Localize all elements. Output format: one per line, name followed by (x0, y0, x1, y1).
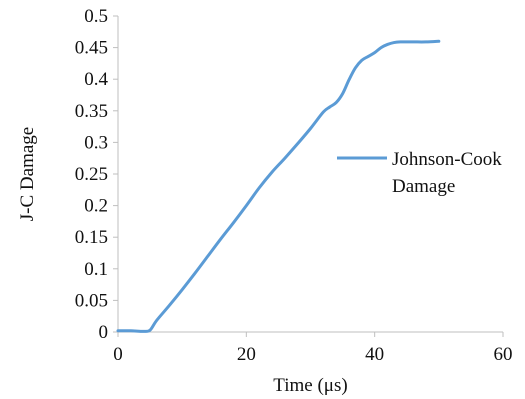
y-tick-label: 0 (99, 322, 109, 343)
y-tick-label: 0.15 (75, 227, 108, 248)
y-axis-title: J-C Damage (17, 127, 38, 221)
y-tick-label: 0.35 (75, 101, 108, 122)
y-tick-label: 0.1 (84, 259, 108, 280)
x-tick-label: 40 (365, 344, 384, 365)
x-tick-label: 60 (494, 344, 513, 365)
y-tick-label: 0.5 (84, 6, 108, 27)
y-tick-label: 0.4 (84, 69, 108, 90)
y-tick-label: 0.3 (84, 132, 108, 153)
x-tick-label: 0 (113, 344, 123, 365)
legend-label-line-1: Johnson-Cook (392, 149, 502, 170)
y-axis-ticks: 0 0.05 0.1 0.15 0.2 0.25 0.3 0.35 0.4 0.45 0.5 (75, 6, 118, 343)
johnson-cook-damage-line (116, 39, 441, 333)
legend: Johnson-Cook Damage (337, 149, 502, 197)
x-axis-ticks: 0 20 40 60 (113, 332, 513, 365)
x-tick-label: 20 (237, 344, 256, 365)
x-axis-title: Time (μs) (273, 375, 347, 396)
legend-label-line-2: Damage (392, 176, 455, 197)
y-tick-label: 0.45 (75, 38, 108, 59)
y-tick-label: 0.05 (75, 290, 108, 311)
y-tick-label: 0.25 (75, 164, 108, 185)
y-tick-label: 0.2 (84, 196, 108, 217)
plot-area: 0 20 40 60 0 0.05 0.1 0.15 0.2 0.25 0.3 0.35 0.4 0.4… (75, 6, 513, 365)
